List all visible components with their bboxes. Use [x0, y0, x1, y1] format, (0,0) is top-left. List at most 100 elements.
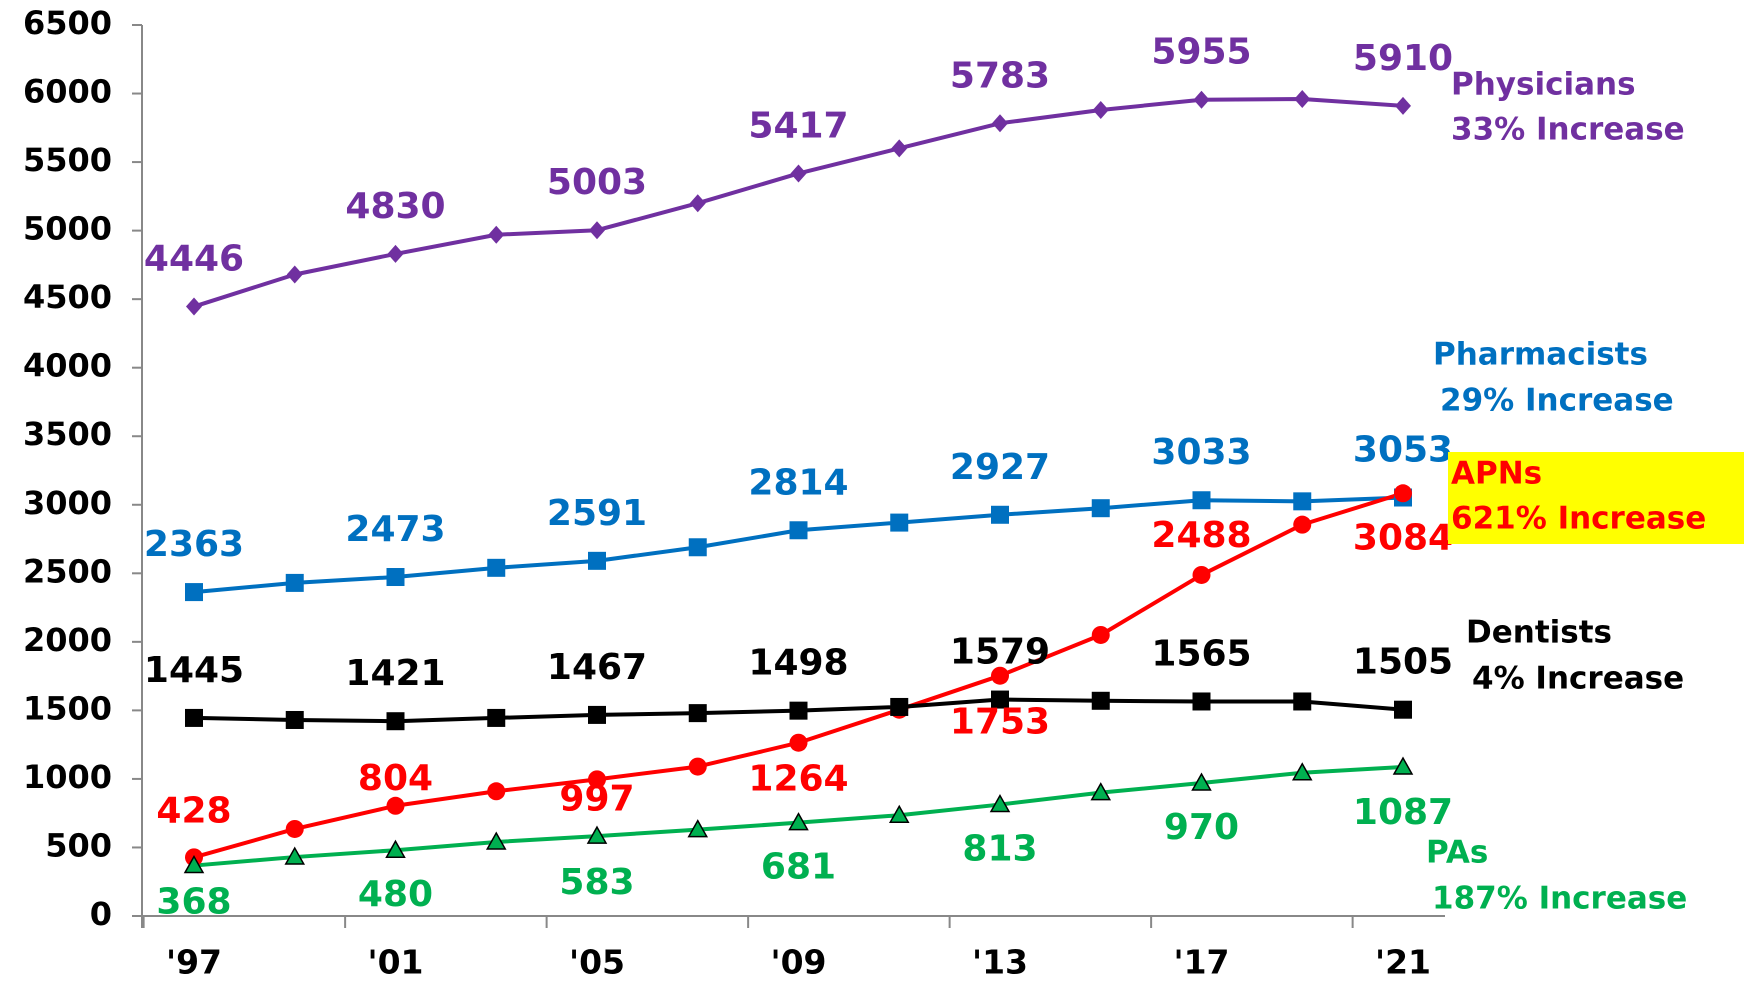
marker: [891, 139, 908, 158]
x-tick-label: '17: [1173, 943, 1229, 982]
y-tick-label: 4000: [23, 347, 112, 385]
marker: [386, 568, 405, 587]
data-label: 970: [1164, 807, 1239, 848]
marker: [1091, 691, 1110, 710]
marker: [488, 225, 505, 244]
data-label: 5910: [1353, 38, 1453, 79]
y-tick-label: 6500: [23, 4, 112, 42]
marker: [1293, 515, 1312, 534]
marker: [487, 558, 506, 577]
data-label: 2927: [950, 447, 1050, 488]
x-tick-label: '09: [770, 943, 826, 982]
data-label: 2591: [547, 493, 647, 534]
y-tick-label: 0: [90, 895, 112, 933]
marker: [586, 825, 608, 844]
series-note: 4% Increase: [1472, 661, 1684, 697]
marker: [1192, 692, 1211, 711]
marker: [687, 819, 709, 838]
marker: [688, 757, 707, 776]
data-label: 1087: [1353, 792, 1453, 833]
series-name: PAs: [1426, 835, 1488, 871]
marker: [1294, 90, 1311, 109]
data-label: 3084: [1353, 517, 1453, 558]
marker: [487, 708, 506, 727]
data-label: 2473: [345, 509, 445, 550]
data-label: 5003: [547, 162, 647, 203]
annotation-highlight: [1448, 452, 1744, 544]
marker: [186, 297, 202, 316]
data-label: 5955: [1151, 32, 1251, 73]
data-label: 1467: [547, 647, 647, 688]
data-label: 1753: [950, 702, 1050, 743]
marker: [991, 666, 1009, 685]
y-tick-label: 5500: [23, 141, 112, 179]
data-label: 5783: [950, 55, 1050, 96]
marker: [789, 521, 808, 540]
marker: [285, 573, 304, 592]
y-tick-label: 1000: [23, 758, 112, 796]
marker: [1192, 491, 1211, 510]
marker: [890, 697, 909, 716]
data-label: 1505: [1353, 642, 1453, 683]
data-label: 5417: [748, 105, 848, 146]
series-name: Physicians: [1451, 67, 1636, 103]
marker: [1091, 499, 1110, 518]
marker: [1091, 625, 1110, 644]
marker: [185, 708, 203, 727]
marker: [285, 819, 304, 838]
marker: [588, 770, 606, 789]
y-tick-label: 2500: [23, 552, 112, 590]
series-note: 187% Increase: [1432, 881, 1687, 917]
marker: [589, 221, 605, 240]
series-note: 33% Increase: [1451, 112, 1685, 148]
marker: [1394, 700, 1412, 719]
data-label: 681: [761, 847, 836, 888]
marker: [386, 796, 405, 815]
marker: [992, 114, 1008, 133]
series-note: 621% Increase: [1451, 501, 1706, 537]
marker: [890, 513, 909, 532]
y-tick-label: 5000: [23, 210, 112, 248]
y-tick-label: 1500: [23, 689, 112, 727]
y-tick-label: 6000: [23, 73, 112, 111]
marker: [588, 551, 606, 570]
marker: [387, 244, 404, 263]
data-label: 997: [559, 778, 634, 819]
marker: [790, 164, 807, 183]
data-label: 1264: [748, 759, 848, 800]
marker: [485, 831, 507, 850]
data-label: 4446: [144, 239, 244, 280]
x-tick-label: '05: [569, 943, 625, 982]
marker: [991, 505, 1009, 524]
marker: [1293, 692, 1312, 711]
data-label: 1498: [748, 643, 848, 684]
data-label: 1421: [345, 653, 445, 694]
data-label: 368: [156, 882, 231, 923]
y-tick-label: 3000: [23, 484, 112, 522]
y-tick-label: 2000: [23, 621, 112, 659]
data-label: 813: [962, 829, 1037, 870]
marker: [1191, 772, 1212, 791]
series-name: APNs: [1451, 456, 1542, 492]
data-label: 2814: [748, 462, 848, 503]
marker: [688, 538, 707, 557]
data-label: 2488: [1151, 515, 1251, 556]
data-label: 4830: [345, 186, 445, 227]
data-label: 1445: [144, 650, 244, 691]
marker: [689, 194, 706, 213]
x-tick-label: '21: [1375, 943, 1431, 982]
marker: [286, 265, 303, 284]
marker: [1090, 782, 1112, 801]
data-label: 3033: [1151, 432, 1251, 473]
data-label: 428: [156, 790, 231, 831]
data-label: 3053: [1353, 430, 1453, 471]
x-tick-label: '97: [166, 943, 222, 982]
marker: [1395, 96, 1411, 115]
x-tick-label: '13: [972, 943, 1028, 982]
marker: [185, 583, 203, 602]
marker: [789, 733, 808, 752]
marker: [1293, 492, 1312, 511]
marker: [285, 710, 304, 729]
marker: [1193, 90, 1210, 109]
marker: [385, 839, 406, 858]
